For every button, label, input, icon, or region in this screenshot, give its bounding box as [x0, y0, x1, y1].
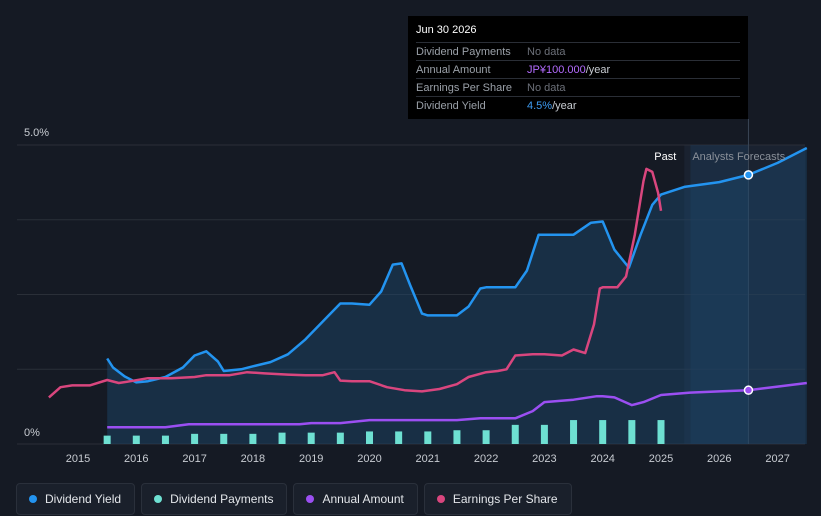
dividend-yield-marker [743, 170, 754, 180]
x-tick-label: 2021 [416, 453, 440, 465]
legend-label: Earnings Per Share [452, 492, 558, 506]
legend-dot-icon [306, 495, 315, 503]
dividend-yield-area [107, 148, 807, 444]
x-tick-label: 2015 [66, 453, 90, 465]
x-tick-label: 2016 [124, 453, 148, 465]
x-tick-label: 2019 [299, 453, 323, 465]
dividend-payment-bar [424, 431, 432, 444]
tooltip-label: Dividend Payments [416, 45, 511, 58]
dividend-payment-bar [628, 420, 636, 444]
legend-dividend-yield[interactable]: Dividend Yield [16, 483, 136, 515]
legend-label: Dividend Yield [45, 492, 122, 506]
annual-amount-line [107, 381, 807, 429]
y-tick-label: 5.0% [24, 127, 49, 139]
past-forecast-labels: Past Analysts Forecasts [654, 151, 785, 163]
past-label: Past [654, 151, 676, 163]
x-tick-label: 2022 [474, 453, 498, 465]
legend-dot-icon [154, 495, 163, 503]
dividend-payment-bar [599, 420, 607, 444]
legend-label: Dividend Payments [170, 492, 274, 506]
tooltip-label: Earnings Per Share [416, 81, 512, 94]
hover-band [690, 145, 749, 444]
dividend-payment-bar [395, 431, 403, 444]
dividend-payment-bar [657, 420, 665, 444]
tooltip-row-dividend-yield: Dividend Yield 4.5%/year [416, 96, 740, 114]
tooltip-row-dividend-payments: Dividend Payments No data [416, 42, 740, 60]
tooltip-label: Annual Amount [416, 63, 491, 76]
legend-earnings-per-share[interactable]: Earnings Per Share [423, 483, 572, 515]
x-tick-label: 2023 [532, 453, 556, 465]
x-axis-labels: 2015 2016 2017 2018 2019 2020 2021 2022 2023 2024… [66, 453, 790, 465]
dividend-payment-bar [336, 432, 344, 444]
x-tick-label: 2027 [765, 453, 789, 465]
x-tick-label: 2024 [590, 453, 614, 465]
legend-dot-icon [29, 495, 37, 503]
tooltip-value: No data [527, 45, 566, 58]
x-tick-label: 2025 [649, 453, 673, 465]
dividend-payment-bar [482, 430, 490, 444]
legend-dividend-payments[interactable]: Dividend Payments [141, 483, 288, 515]
dividend-payment-bar [307, 432, 315, 444]
x-tick-label: 2017 [182, 453, 206, 465]
y-axis-labels: 5.0% 0% [24, 127, 49, 439]
tooltip-unit: /year [585, 63, 611, 76]
dividend-payment-bar [161, 435, 169, 444]
dividend-payment-bar [249, 433, 257, 444]
tooltip-row-earnings-per-share: Earnings Per Share No data [416, 78, 740, 96]
y-tick-label: 0% [24, 427, 40, 439]
tooltip-unit: /year [552, 99, 577, 112]
x-tick-label: 2018 [241, 453, 265, 465]
dividend-payment-bar [453, 430, 461, 444]
x-tick-label: 2020 [357, 453, 381, 465]
hover-tooltip: Jun 30 2026 Dividend Payments No data An… [408, 16, 748, 119]
tooltip-value: 4.5% [527, 99, 553, 112]
annual-amount-marker [743, 385, 754, 395]
dividend-payment-bar [278, 432, 286, 444]
dividend-payment-bar [366, 431, 373, 444]
x-tick-label: 2026 [707, 453, 731, 465]
earnings-per-share-line [48, 167, 663, 399]
chart-legend: Dividend Yield Dividend Payments Annual … [16, 483, 572, 515]
dividend-payment-bar [191, 433, 199, 444]
dividend-payment-bar [511, 424, 519, 444]
dividend-payment-bar [570, 420, 578, 444]
dividend-payment-bar [540, 424, 548, 444]
tooltip-value: JP¥100.000 [527, 63, 586, 76]
tooltip-row-annual-amount: Annual Amount JP¥100.000/year [416, 60, 740, 78]
tooltip-date: Jun 30 2026 [416, 24, 477, 36]
legend-annual-amount[interactable]: Annual Amount [293, 483, 418, 515]
series-layer [48, 146, 808, 444]
tooltip-label: Dividend Yield [416, 99, 486, 112]
tooltip-value: No data [527, 81, 566, 94]
dividend-payment-bar [103, 435, 111, 444]
forecast-label: Analysts Forecasts [692, 151, 785, 163]
legend-label: Annual Amount [322, 492, 404, 506]
legend-dot-icon [436, 495, 445, 503]
dividend-payment-bar [132, 435, 140, 444]
dividend-payment-bar [220, 433, 228, 444]
